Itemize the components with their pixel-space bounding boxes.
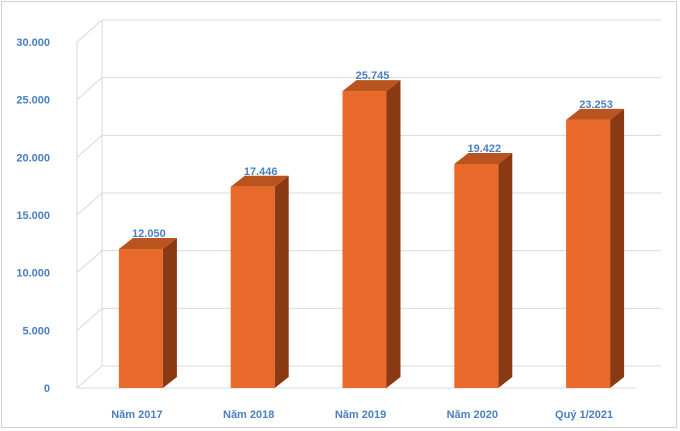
x-tick-label: Năm 2020 xyxy=(447,409,498,421)
bar-side xyxy=(610,108,625,388)
y-tick-label: 20.000 xyxy=(16,152,50,164)
gridline-depth xyxy=(76,134,103,158)
bar-side xyxy=(498,152,513,388)
bar xyxy=(118,238,177,388)
bars-layer xyxy=(118,80,625,388)
data-label: 17.446 xyxy=(244,166,278,178)
bar-front xyxy=(230,186,275,388)
bar-top xyxy=(566,108,625,120)
x-tick-label: Năm 2018 xyxy=(223,409,274,421)
bar xyxy=(230,175,289,388)
bar xyxy=(342,80,401,388)
x-tick-label: Quý 1/2021 xyxy=(555,409,613,421)
gridline-depth xyxy=(76,77,103,101)
gridline-depth xyxy=(76,365,103,389)
x-tick-label: Năm 2019 xyxy=(335,409,386,421)
y-tick-label: 5.000 xyxy=(22,325,50,337)
bar-side xyxy=(274,175,289,388)
y-tick-label: 0 xyxy=(44,383,50,395)
bar-front xyxy=(454,163,499,388)
bar-front xyxy=(566,119,611,388)
y-tick-label: 25.000 xyxy=(16,95,50,107)
data-label: 25.745 xyxy=(356,70,390,82)
gridline-depth xyxy=(76,19,103,43)
axis-layer: 0 5.000 10.000 15.000 20.000 25.000 30.000 Năm … xyxy=(16,37,613,421)
bar-top xyxy=(118,238,177,250)
bar-top xyxy=(454,152,513,164)
y-tick-label: 10.000 xyxy=(16,268,50,280)
y-tick-label: 15.000 xyxy=(16,210,50,222)
gridline-depth xyxy=(76,192,103,216)
bar-front xyxy=(118,249,163,388)
data-label: 12.050 xyxy=(132,228,166,240)
bar xyxy=(566,108,625,388)
data-label: 19.422 xyxy=(467,143,501,155)
bar-front xyxy=(342,91,387,388)
gridline-depth xyxy=(76,250,103,274)
x-tick-label: Năm 2017 xyxy=(111,409,162,421)
y-tick-label: 30.000 xyxy=(16,37,50,49)
labels-layer: 12.050 17.446 25.745 19.422 23.253 xyxy=(132,70,613,240)
bar-top xyxy=(342,80,401,92)
bar-side xyxy=(162,238,177,388)
bar xyxy=(454,152,513,388)
data-label: 23.253 xyxy=(579,99,613,111)
gridline-depth xyxy=(76,307,103,331)
bar-side xyxy=(386,80,401,388)
bar-top xyxy=(230,175,289,187)
